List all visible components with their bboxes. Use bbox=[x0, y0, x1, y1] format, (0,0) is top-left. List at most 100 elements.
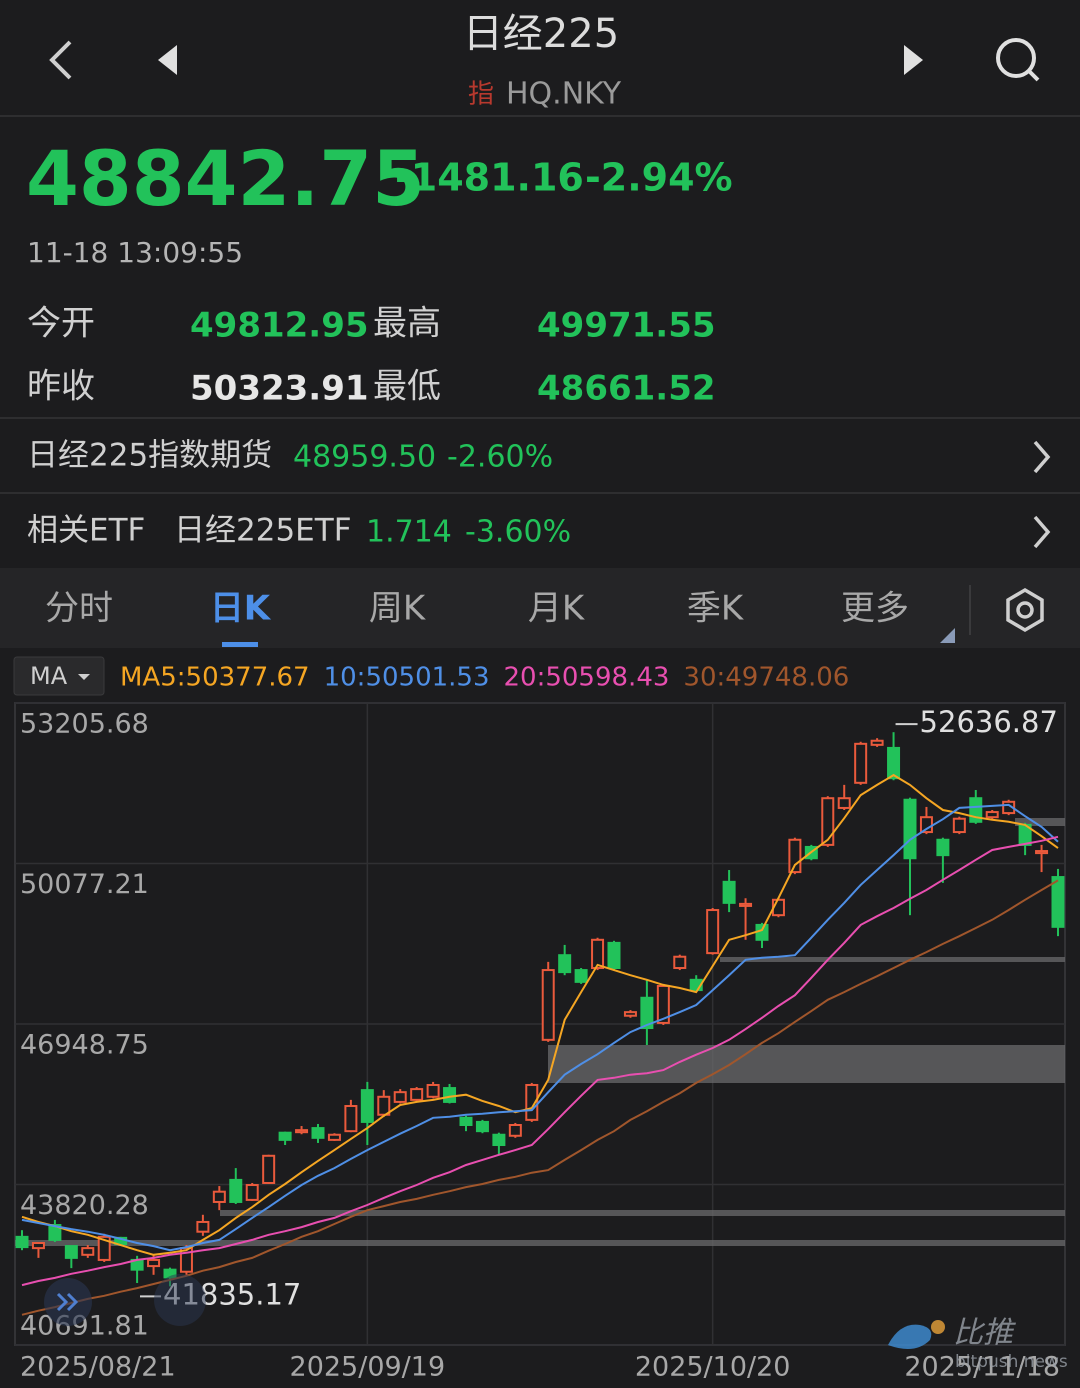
back-button[interactable] bbox=[49, 40, 72, 80]
candle-body bbox=[640, 996, 654, 1030]
candle-body bbox=[574, 969, 588, 983]
legend-value: 50598.43 bbox=[545, 663, 669, 693]
candle-body bbox=[623, 1011, 637, 1017]
watermark-logo bbox=[888, 1324, 932, 1349]
candle-body bbox=[837, 797, 851, 809]
row-change: -2.60% bbox=[447, 440, 553, 475]
x-tick-label: 2025/09/19 bbox=[290, 1352, 446, 1383]
candle-body bbox=[344, 1105, 358, 1133]
candle-body bbox=[81, 1247, 95, 1256]
row-name: 日经225ETF bbox=[174, 513, 352, 549]
x-tick-label: 2025/08/21 bbox=[20, 1352, 176, 1383]
price-zone bbox=[15, 1240, 1065, 1246]
candle-body bbox=[525, 1083, 539, 1121]
candle-body bbox=[360, 1089, 374, 1123]
candle-body bbox=[936, 838, 950, 857]
tab[interactable]: 更多 bbox=[841, 589, 909, 629]
candle-body bbox=[985, 811, 999, 819]
legend-name: 20: bbox=[504, 663, 546, 693]
stat-value: 50323.91 bbox=[190, 369, 369, 409]
indicator-select[interactable]: MA bbox=[13, 656, 105, 696]
candle-body bbox=[821, 797, 835, 846]
candle-body bbox=[48, 1224, 62, 1241]
candle-body bbox=[508, 1124, 522, 1137]
candle-body bbox=[722, 880, 736, 904]
candle-body bbox=[969, 797, 983, 823]
candle-body bbox=[443, 1087, 457, 1103]
candle-body bbox=[755, 923, 769, 941]
candle-body bbox=[410, 1088, 424, 1101]
row-label: 日经225指数期货 bbox=[27, 438, 272, 474]
futures-row[interactable]: 日经225指数期货 48959.50 -2.60% bbox=[27, 438, 1051, 475]
legend-value: 50377.67 bbox=[186, 663, 310, 693]
more-indicator bbox=[940, 628, 955, 643]
watermark-logo bbox=[931, 1320, 945, 1334]
tab[interactable]: 月K bbox=[528, 589, 586, 629]
legend-name: 10: bbox=[324, 663, 366, 693]
ma-line bbox=[21, 803, 1059, 1252]
legend-value: 49748.06 bbox=[725, 663, 849, 693]
tabs: 分时 日K 周K 月K 季K 更多 bbox=[45, 589, 909, 647]
scroll-icon bbox=[56, 1292, 79, 1312]
settings-icon bbox=[1006, 587, 1044, 633]
search-icon bbox=[996, 38, 1036, 78]
x-tick-label: 2025/11/18 bbox=[904, 1352, 1060, 1383]
candle-body bbox=[1035, 850, 1049, 855]
candle-body bbox=[607, 941, 621, 970]
candle-body bbox=[739, 902, 753, 907]
tab-underline bbox=[222, 642, 258, 647]
candle-body bbox=[903, 798, 917, 860]
settings-button[interactable] bbox=[1006, 587, 1044, 633]
row-label: 相关ETF bbox=[27, 513, 145, 549]
scroll-button-bg bbox=[154, 1274, 206, 1326]
candle-body bbox=[97, 1235, 111, 1261]
price-zone bbox=[548, 1045, 1065, 1083]
etf-row[interactable]: 相关ETF 日经225ETF 1.714 -3.60% bbox=[27, 513, 1051, 550]
chevron bbox=[1033, 515, 1051, 549]
legend-name: 30: bbox=[683, 663, 725, 693]
dropdown-arrow bbox=[78, 674, 90, 680]
candle-body bbox=[31, 1241, 45, 1250]
indicator-label: MA bbox=[30, 662, 68, 690]
candle-body bbox=[459, 1116, 473, 1127]
candle-body bbox=[952, 817, 966, 834]
search-icon-handle bbox=[1027, 69, 1040, 82]
candle-body bbox=[212, 1190, 226, 1203]
tab[interactable]: 周K bbox=[369, 589, 427, 629]
watermark-site: bitpush.news bbox=[955, 1352, 1068, 1372]
row-change: -3.60% bbox=[465, 515, 571, 550]
candle-body bbox=[64, 1245, 78, 1259]
candle-body bbox=[229, 1178, 243, 1203]
tab[interactable]: 日K bbox=[210, 589, 272, 629]
settings-icon bbox=[1016, 601, 1034, 619]
candle-body bbox=[887, 746, 901, 780]
tab[interactable]: 季K bbox=[687, 589, 745, 629]
candle-body bbox=[591, 938, 605, 970]
candle-body bbox=[327, 1133, 341, 1141]
stat-label: 最低 bbox=[373, 367, 441, 407]
candle-body bbox=[377, 1095, 391, 1116]
plot: 53205.6850077.2146948.7543820.2840691.81… bbox=[15, 705, 1065, 1342]
stat-value: 48661.52 bbox=[537, 369, 716, 409]
stat-value: 49971.55 bbox=[537, 306, 716, 346]
candle-body bbox=[656, 984, 670, 1024]
search-button[interactable] bbox=[996, 38, 1040, 82]
prev-button[interactable] bbox=[158, 45, 177, 75]
legend-name: MA5: bbox=[120, 663, 186, 693]
candle-body bbox=[15, 1235, 29, 1249]
ma-line bbox=[21, 835, 1059, 1287]
ma-line bbox=[21, 879, 1059, 1316]
scroll-button[interactable] bbox=[44, 1274, 206, 1326]
candle-body bbox=[262, 1154, 276, 1184]
legend: MA5: 50377.67 10: 50501.53 20: 50598.43 30: 497… bbox=[120, 663, 849, 693]
candle-body bbox=[426, 1083, 440, 1098]
zones bbox=[15, 818, 1065, 1246]
y-tick-label: 50077.21 bbox=[20, 869, 149, 900]
tab[interactable]: 分时 bbox=[45, 589, 113, 629]
watermark-name: 比推 bbox=[953, 1316, 1016, 1351]
candle-body bbox=[245, 1184, 259, 1201]
stat-value: 49812.95 bbox=[190, 306, 369, 346]
next-button[interactable] bbox=[904, 45, 923, 75]
candle-body bbox=[870, 739, 884, 746]
